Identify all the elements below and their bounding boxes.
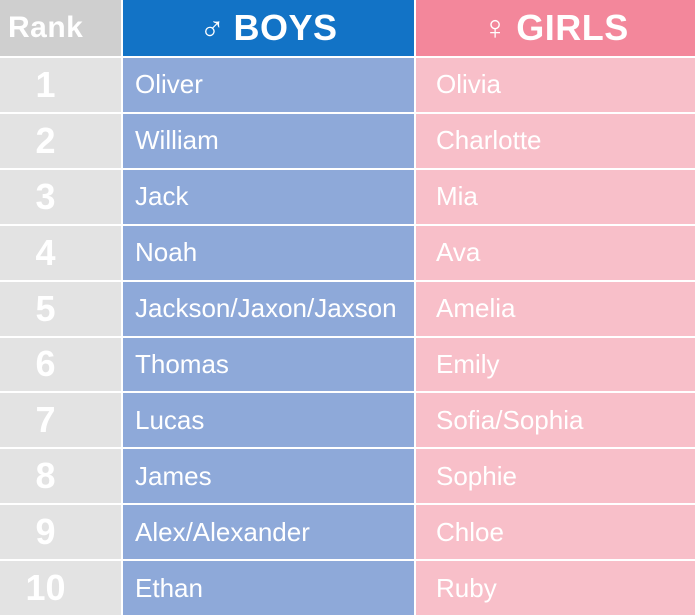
girls-header-label: GIRLS bbox=[516, 7, 629, 48]
girl-name-cell: Sofia/Sophia bbox=[414, 391, 695, 448]
boys-header-label: BOYS bbox=[233, 7, 338, 48]
rank-cell: 3 bbox=[0, 167, 121, 224]
boy-name-cell: Lucas bbox=[121, 391, 414, 448]
boy-name-cell: Oliver bbox=[121, 56, 414, 112]
rank-cell: 7 bbox=[0, 391, 121, 448]
girl-name-cell: Ruby bbox=[414, 559, 695, 615]
boys-header: ♂ BOYS bbox=[121, 0, 414, 56]
boy-name-cell: Thomas bbox=[121, 335, 414, 392]
girl-name-cell: Amelia bbox=[414, 279, 695, 336]
rank-cell: 8 bbox=[0, 447, 121, 504]
girl-name-cell: Ava bbox=[414, 223, 695, 280]
girl-name-cell: Sophie bbox=[414, 447, 695, 504]
girl-name-cell: Olivia bbox=[414, 56, 695, 112]
boy-name-cell: James bbox=[121, 447, 414, 504]
rank-header-label: Rank bbox=[8, 11, 84, 44]
male-symbol-icon: ♂ bbox=[199, 8, 226, 47]
girl-name-cell: Mia bbox=[414, 167, 695, 224]
boy-name-cell: Noah bbox=[121, 223, 414, 280]
rank-header: Rank bbox=[0, 0, 121, 56]
rank-cell: 2 bbox=[0, 111, 121, 168]
rank-cell: 1 bbox=[0, 56, 121, 112]
boy-name-cell: Jack bbox=[121, 167, 414, 224]
boy-name-cell: Jackson/Jaxon/Jaxson bbox=[121, 279, 414, 336]
boy-name-cell: William bbox=[121, 111, 414, 168]
boy-name-cell: Alex/Alexander bbox=[121, 503, 414, 560]
girl-name-cell: Charlotte bbox=[414, 111, 695, 168]
boy-name-cell: Ethan bbox=[121, 559, 414, 615]
girl-name-cell: Chloe bbox=[414, 503, 695, 560]
girls-header: ♀ GIRLS bbox=[414, 0, 695, 56]
rank-cell: 4 bbox=[0, 223, 121, 280]
rank-cell: 10 bbox=[0, 559, 121, 615]
rank-cell: 9 bbox=[0, 503, 121, 560]
rank-cell: 5 bbox=[0, 279, 121, 336]
rank-cell: 6 bbox=[0, 335, 121, 392]
female-symbol-icon: ♀ bbox=[482, 8, 509, 47]
girl-name-cell: Emily bbox=[414, 335, 695, 392]
